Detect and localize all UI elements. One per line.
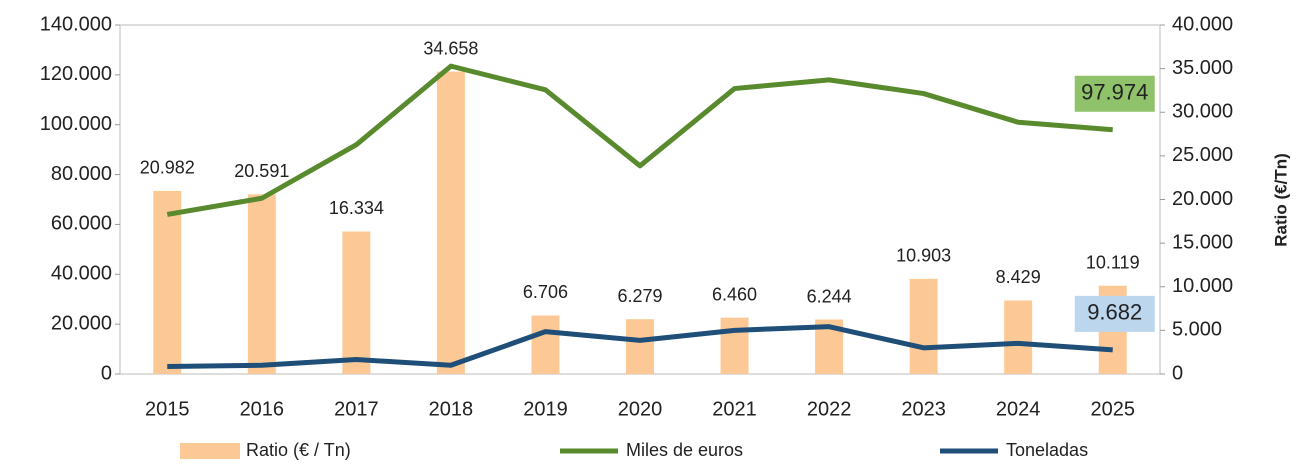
y-tick-label: 0 xyxy=(101,362,112,384)
bar xyxy=(626,319,654,374)
legend-swatch xyxy=(180,443,240,459)
y-tick-label: 20.000 xyxy=(51,312,112,334)
x-tick-label: 2016 xyxy=(240,398,285,420)
y2-tick-label: 25.000 xyxy=(1172,144,1233,166)
x-tick-label: 2023 xyxy=(901,398,946,420)
y-tick-label: 60.000 xyxy=(51,213,112,235)
bar xyxy=(1004,300,1033,374)
y2-tick-label: 30.000 xyxy=(1172,101,1233,123)
y2-axis-label: Ratio (€/Tn) xyxy=(1271,153,1290,247)
data-label: 34.658 xyxy=(423,38,478,58)
data-label-box xyxy=(1074,295,1155,332)
y2-tick-label: 35.000 xyxy=(1172,57,1233,79)
y2-tick-label: 0 xyxy=(1172,362,1183,384)
legend-label: Miles de euros xyxy=(626,440,743,460)
legend-label: Ratio (€ / Tn) xyxy=(246,440,351,460)
data-label: 9.682 xyxy=(1087,300,1142,325)
data-label-box xyxy=(1074,75,1155,112)
data-label: 97.974 xyxy=(1081,80,1148,105)
data-label: 16.334 xyxy=(329,198,384,218)
line xyxy=(167,324,1113,370)
bar xyxy=(247,194,276,374)
data-label: 10.119 xyxy=(1086,252,1140,272)
line xyxy=(166,63,1113,217)
y2-tick-label: 40.000 xyxy=(1172,13,1233,35)
y-tick-label: 120.000 xyxy=(40,63,112,85)
x-tick-label: 2015 xyxy=(145,398,190,420)
data-label: 6.706 xyxy=(523,282,568,302)
y2-tick-label: 5.000 xyxy=(1172,319,1222,341)
bar xyxy=(342,231,371,374)
data-label: 20.591 xyxy=(234,161,289,181)
y2-tick-label: 20.000 xyxy=(1172,188,1233,210)
data-label: 20.982 xyxy=(140,158,195,178)
x-tick-label: 2020 xyxy=(618,398,663,420)
x-tick-label: 2017 xyxy=(334,398,379,420)
data-label: 10.903 xyxy=(896,246,951,266)
x-tick-label: 2018 xyxy=(429,398,474,420)
x-tick-label: 2022 xyxy=(807,398,852,420)
bar xyxy=(531,315,560,374)
x-tick-label: 2025 xyxy=(1090,398,1135,420)
y-tick-label: 140.000 xyxy=(40,13,112,35)
legend-label: Toneladas xyxy=(1006,440,1088,460)
y2-tick-label: 15.000 xyxy=(1172,231,1233,253)
y-tick-label: 100.000 xyxy=(40,113,112,135)
x-tick-label: 2021 xyxy=(712,398,757,420)
y-tick-label: 80.000 xyxy=(51,163,112,185)
data-label: 6.460 xyxy=(712,284,757,304)
bar xyxy=(720,317,749,374)
bar xyxy=(909,278,938,374)
y-tick-label: 40.000 xyxy=(51,263,112,285)
bar xyxy=(436,71,465,374)
x-tick-label: 2019 xyxy=(523,398,568,420)
data-label: 6.279 xyxy=(617,286,662,306)
data-label: 6.244 xyxy=(807,286,852,306)
y2-tick-label: 10.000 xyxy=(1172,275,1233,297)
data-label: 8.429 xyxy=(996,267,1041,287)
bar xyxy=(153,190,182,374)
x-tick-label: 2024 xyxy=(996,398,1041,420)
